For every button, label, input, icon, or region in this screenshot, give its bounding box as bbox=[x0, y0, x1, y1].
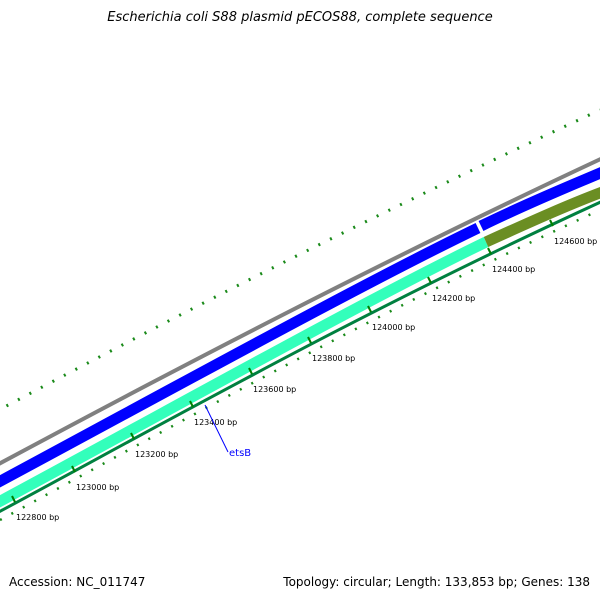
tick-labels: 122800 bp 123000 bp 123200 bp 123400 bp 1236… bbox=[16, 237, 597, 522]
inner-dashed-track bbox=[0, 208, 600, 522]
major-tick bbox=[367, 305, 372, 313]
etsB-leader-line bbox=[204, 404, 229, 453]
major-tick bbox=[427, 276, 432, 284]
major-tick bbox=[307, 336, 312, 344]
tick-label: 124200 bp bbox=[432, 294, 475, 303]
reverse-cds-segment-dark bbox=[483, 187, 600, 248]
outer-dashed-track bbox=[0, 108, 600, 412]
forward-cds-segment-2 bbox=[478, 167, 600, 231]
major-tick bbox=[71, 465, 76, 473]
inner-ring bbox=[0, 200, 600, 514]
tick-label: 123600 bp bbox=[253, 385, 296, 394]
tick-label: 124400 bp bbox=[492, 265, 535, 274]
major-tick bbox=[248, 367, 253, 375]
reverse-cds-track bbox=[0, 237, 489, 508]
major-tick bbox=[189, 400, 194, 408]
tick-label: 124000 bp bbox=[372, 323, 415, 332]
map-title: Escherichia coli S88 plasmid pECOS88, co… bbox=[107, 10, 493, 25]
feature-label-etsB[interactable]: etsB bbox=[229, 448, 251, 459]
major-tick bbox=[549, 219, 554, 227]
tick-label: 123800 bp bbox=[312, 354, 355, 363]
tick-label: 122800 bp bbox=[16, 513, 59, 522]
forward-cds-track bbox=[0, 223, 481, 488]
tick-label: 124600 bp bbox=[554, 237, 597, 246]
tick-label: 123200 bp bbox=[135, 450, 178, 459]
backbone-ring bbox=[0, 157, 600, 466]
tick-label: 123000 bp bbox=[76, 483, 119, 492]
summary-text: Topology: circular; Length: 133,853 bp; … bbox=[283, 575, 590, 589]
major-tick bbox=[487, 247, 492, 255]
major-tick bbox=[130, 432, 135, 440]
major-tick bbox=[11, 495, 16, 503]
accession-text: Accession: NC_011747 bbox=[9, 575, 146, 589]
tick-marks bbox=[11, 219, 554, 503]
tick-label: 123400 bp bbox=[194, 418, 237, 427]
